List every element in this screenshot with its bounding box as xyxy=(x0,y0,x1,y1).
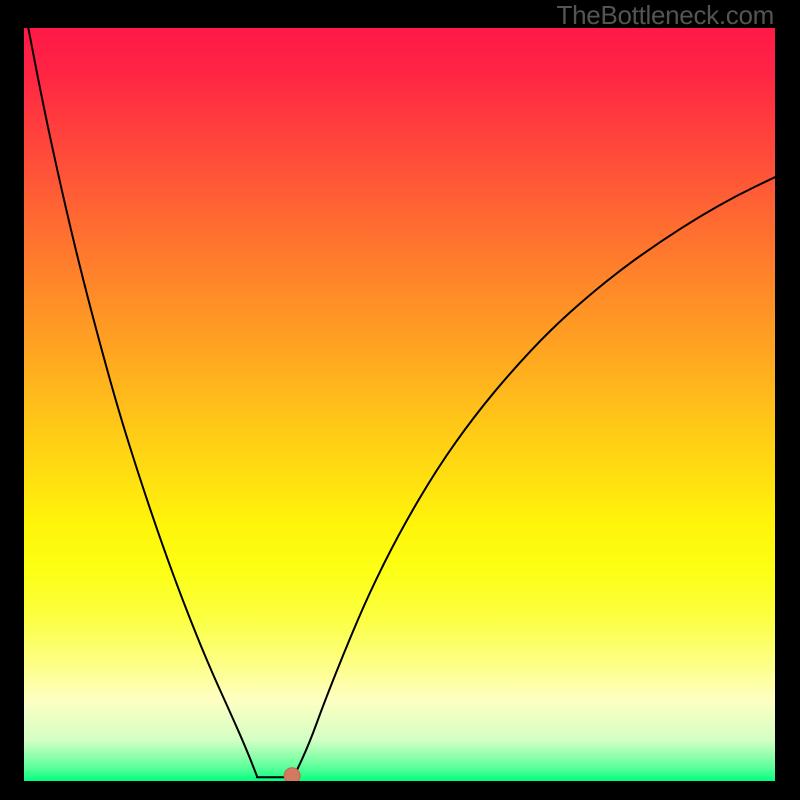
optimal-marker xyxy=(284,768,300,781)
right-branch-path xyxy=(294,177,775,776)
left-branch-path xyxy=(24,28,257,776)
bottom-border xyxy=(0,781,800,800)
figure-root: TheBottleneck.com xyxy=(0,0,800,800)
plot-area xyxy=(24,28,775,781)
right-border xyxy=(775,0,800,800)
left-border xyxy=(0,0,24,800)
watermark-text: TheBottleneck.com xyxy=(557,0,774,31)
bottleneck-curve xyxy=(24,28,775,781)
